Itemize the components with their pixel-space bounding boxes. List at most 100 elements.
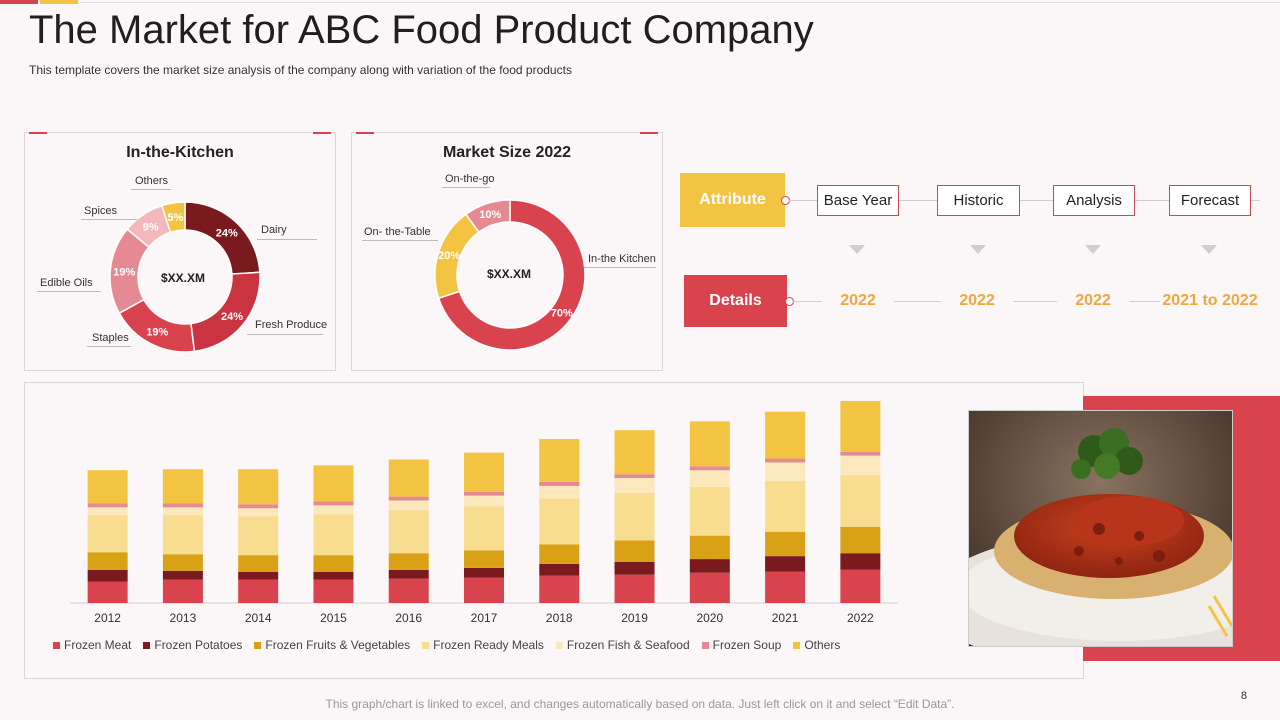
detail-historic: 2022 <box>941 292 1013 310</box>
down-arrow-icon <box>1201 245 1217 254</box>
bar-segment-others[interactable] <box>464 452 504 492</box>
bar-segment-frozen-fish-seafood[interactable] <box>539 485 580 499</box>
bar-segment-frozen-fish-seafood[interactable] <box>87 507 128 516</box>
bar-segment-frozen-meat[interactable] <box>388 578 429 603</box>
kitchen-donut-panel: In-the-Kitchen 24% 24% 19% 19% 9% 5% $XX.XM D… <box>24 132 336 371</box>
bar-segment-frozen-fish-seafood[interactable] <box>464 495 504 507</box>
donut-slice-in-the-kitchen[interactable] <box>437 199 586 351</box>
food-photo <box>968 410 1233 647</box>
bar-segment-frozen-fish-seafood[interactable] <box>614 478 655 493</box>
bar-segment-frozen-ready-meals[interactable] <box>87 515 128 553</box>
bar-segment-frozen-soup[interactable] <box>313 501 354 506</box>
bar-segment-frozen-potatoes[interactable] <box>765 556 806 572</box>
legend-label: Frozen Soup <box>712 638 782 652</box>
bar-segment-frozen-soup[interactable] <box>388 496 429 501</box>
bar-segment-others[interactable] <box>162 469 203 504</box>
bar-segment-frozen-fruits-vegetables[interactable] <box>689 535 730 560</box>
bar-segment-frozen-soup[interactable] <box>614 474 655 479</box>
bar-segment-frozen-fish-seafood[interactable] <box>765 462 806 481</box>
legend-item: Frozen Potatoes <box>143 638 242 652</box>
bar-segment-frozen-potatoes[interactable] <box>689 559 730 573</box>
market-size-donut-chart[interactable]: 70% 20% 10% <box>352 133 662 370</box>
bar-segment-frozen-fruits-vegetables[interactable] <box>238 555 279 572</box>
bar-segment-frozen-potatoes[interactable] <box>539 563 580 576</box>
market-size-title: Market Size 2022 <box>442 144 572 161</box>
bar-segment-frozen-ready-meals[interactable] <box>238 516 279 556</box>
bar-segment-frozen-potatoes[interactable] <box>238 571 279 580</box>
bar-segment-frozen-potatoes[interactable] <box>464 567 504 578</box>
bar-segment-frozen-ready-meals[interactable] <box>840 475 881 527</box>
donut-slice-label: 19% <box>146 326 168 338</box>
bar-segment-frozen-fruits-vegetables[interactable] <box>539 544 580 564</box>
x-tick-label: 2017 <box>471 611 498 622</box>
bar-segment-frozen-soup[interactable] <box>689 466 730 471</box>
bar-segment-frozen-soup[interactable] <box>238 504 279 509</box>
bar-segment-frozen-ready-meals[interactable] <box>539 498 580 545</box>
bar-segment-frozen-fruits-vegetables[interactable] <box>87 552 128 570</box>
bar-segment-frozen-soup[interactable] <box>464 491 504 496</box>
bar-segment-frozen-meat[interactable] <box>614 574 655 603</box>
bar-segment-others[interactable] <box>689 421 730 467</box>
stacked-bar-chart[interactable]: 2012 2013 2014 2015 2016 2017 2018 2019 2020 2021… <box>24 382 1082 622</box>
bar-segment-frozen-soup[interactable] <box>87 503 128 508</box>
bar-segment-frozen-meat[interactable] <box>87 581 128 603</box>
bar-segment-frozen-fish-seafood[interactable] <box>313 505 354 515</box>
bar-segment-frozen-potatoes[interactable] <box>87 569 128 582</box>
bar-segment-frozen-soup[interactable] <box>539 481 580 486</box>
bar-segment-frozen-fruits-vegetables[interactable] <box>464 550 504 568</box>
label-spices: Spices <box>84 205 118 217</box>
bar-segment-frozen-ready-meals[interactable] <box>614 492 655 541</box>
bar-segment-frozen-ready-meals[interactable] <box>162 515 203 555</box>
bar-segment-frozen-ready-meals[interactable] <box>765 480 806 532</box>
bar-segment-frozen-fruits-vegetables[interactable] <box>388 553 429 570</box>
bar-segment-frozen-fruits-vegetables[interactable] <box>313 555 354 572</box>
legend-swatch <box>53 641 60 649</box>
bar-segment-frozen-fruits-vegetables[interactable] <box>614 540 655 562</box>
bar-segment-frozen-potatoes[interactable] <box>614 562 655 575</box>
bar-segment-others[interactable] <box>765 411 806 459</box>
bar-segment-frozen-meat[interactable] <box>238 579 279 603</box>
donut-slice-others[interactable] <box>160 201 186 234</box>
bar-segment-frozen-fruits-vegetables[interactable] <box>840 526 881 554</box>
bar-segment-frozen-soup[interactable] <box>765 458 806 463</box>
bar-segment-others[interactable] <box>614 430 655 475</box>
bar-segment-others[interactable] <box>539 439 580 482</box>
donut-slice-on-the-go[interactable] <box>464 199 511 234</box>
bar-segment-frozen-potatoes[interactable] <box>388 569 429 579</box>
donut-slice-label: 10% <box>479 209 501 221</box>
bar-segment-frozen-fish-seafood[interactable] <box>689 470 730 487</box>
bar-segment-frozen-fruits-vegetables[interactable] <box>765 531 806 557</box>
bar-segment-frozen-soup[interactable] <box>840 451 881 456</box>
bar-segment-frozen-fruits-vegetables[interactable] <box>162 554 203 571</box>
bar-segment-frozen-potatoes[interactable] <box>840 553 881 570</box>
bar-segment-frozen-ready-meals[interactable] <box>313 514 354 556</box>
bar-segment-frozen-soup[interactable] <box>162 503 203 508</box>
bar-segment-others[interactable] <box>840 400 881 452</box>
bar-segment-frozen-meat[interactable] <box>162 579 203 603</box>
bar-segment-frozen-meat[interactable] <box>840 569 881 603</box>
bar-segment-others[interactable] <box>87 470 128 504</box>
panel-tick <box>313 132 331 134</box>
bar-segment-others[interactable] <box>238 469 279 505</box>
bar-segment-others[interactable] <box>388 459 429 497</box>
bar-segment-frozen-meat[interactable] <box>313 579 354 603</box>
legend-swatch <box>143 641 151 649</box>
bar-segment-frozen-meat[interactable] <box>464 577 504 603</box>
down-arrow-icon <box>849 245 865 254</box>
bar-segment-others[interactable] <box>313 465 354 502</box>
bar-segment-frozen-potatoes[interactable] <box>162 570 203 580</box>
bar-segment-frozen-fish-seafood[interactable] <box>388 500 429 511</box>
bar-segment-frozen-meat[interactable] <box>765 571 806 603</box>
bar-segment-frozen-meat[interactable] <box>689 572 730 603</box>
bar-segment-frozen-fish-seafood[interactable] <box>840 455 881 476</box>
bar-segment-frozen-ready-meals[interactable] <box>464 506 504 551</box>
legend-label: Frozen Ready Meals <box>433 638 544 652</box>
kitchen-donut-chart[interactable]: 24% 24% 19% 19% 9% 5% <box>25 133 335 370</box>
bar-segment-frozen-potatoes[interactable] <box>313 571 354 580</box>
bar-segment-frozen-fish-seafood[interactable] <box>162 507 203 516</box>
bar-segment-frozen-ready-meals[interactable] <box>388 510 429 554</box>
footer-note: This graph/chart is linked to excel, and… <box>325 697 955 711</box>
bar-segment-frozen-fish-seafood[interactable] <box>238 508 279 517</box>
bar-segment-frozen-meat[interactable] <box>539 575 580 603</box>
bar-segment-frozen-ready-meals[interactable] <box>689 486 730 536</box>
